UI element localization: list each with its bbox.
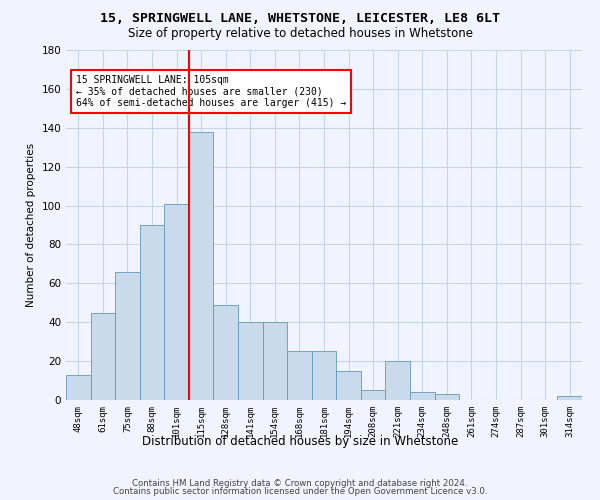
Text: 15, SPRINGWELL LANE, WHETSTONE, LEICESTER, LE8 6LT: 15, SPRINGWELL LANE, WHETSTONE, LEICESTE… [100, 12, 500, 26]
Bar [312, 352, 336, 400]
Bar [263, 322, 287, 400]
Bar [66, 374, 91, 400]
Bar [115, 272, 140, 400]
Text: 15 SPRINGWELL LANE: 105sqm
← 35% of detached houses are smaller (230)
64% of sem: 15 SPRINGWELL LANE: 105sqm ← 35% of deta… [76, 74, 347, 108]
Y-axis label: Number of detached properties: Number of detached properties [26, 143, 36, 307]
Text: Size of property relative to detached houses in Whetstone: Size of property relative to detached ho… [128, 28, 473, 40]
Bar [410, 392, 434, 400]
Text: Contains HM Land Registry data © Crown copyright and database right 2024.: Contains HM Land Registry data © Crown c… [132, 478, 468, 488]
Bar [189, 132, 214, 400]
Bar [91, 312, 115, 400]
Text: Distribution of detached houses by size in Whetstone: Distribution of detached houses by size … [142, 435, 458, 448]
Bar [287, 352, 312, 400]
Bar [238, 322, 263, 400]
Text: Contains public sector information licensed under the Open Government Licence v3: Contains public sector information licen… [113, 487, 487, 496]
Bar [557, 396, 582, 400]
Bar [361, 390, 385, 400]
Bar [385, 361, 410, 400]
Bar [140, 225, 164, 400]
Bar [336, 371, 361, 400]
Bar [434, 394, 459, 400]
Bar [164, 204, 189, 400]
Bar [214, 304, 238, 400]
